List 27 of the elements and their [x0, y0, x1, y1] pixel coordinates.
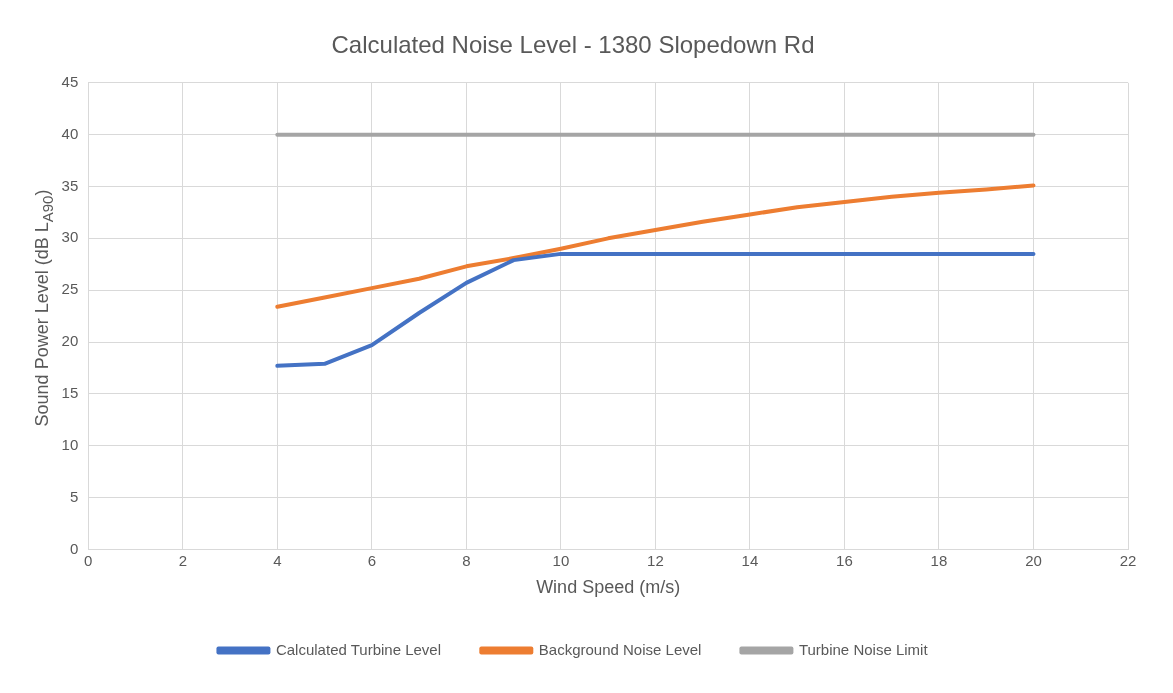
y-tick-label: 15 [61, 384, 79, 402]
y-tick-label: 35 [61, 176, 79, 194]
x-tick-label: 4 [273, 551, 282, 569]
x-tick-label: 12 [647, 551, 664, 569]
y-tick-label: 10 [61, 435, 79, 453]
x-tick-label: 0 [84, 551, 93, 569]
y-tick-label: 25 [61, 280, 79, 298]
x-tick-label: 20 [1025, 551, 1042, 569]
x-tick-label: 22 [1119, 551, 1137, 569]
x-tick-label: 14 [741, 551, 759, 569]
x-tick-label: 18 [930, 551, 948, 569]
y-tick-label: 20 [61, 332, 79, 350]
x-tick-label: 8 [462, 551, 471, 569]
legend-label: Calculated Turbine Level [275, 640, 442, 658]
legend-label: Turbine Noise Limit [798, 640, 929, 658]
x-axis-title: Wind Speed (m/s) [536, 577, 681, 598]
x-tick-label: 10 [552, 551, 570, 569]
y-tick-label: 40 [61, 124, 79, 142]
legend-label: Background Noise Level [538, 640, 702, 658]
y-tick-label: 5 [69, 487, 79, 505]
x-tick-label: 6 [367, 551, 377, 569]
y-tick-label: 45 [61, 72, 79, 90]
y-tick-label: 0 [69, 539, 79, 557]
x-tick-label: 2 [178, 551, 187, 569]
x-tick-label: 16 [836, 551, 853, 569]
y-tick-label: 30 [61, 228, 79, 246]
chart-title: Calculated Noise Level - 1380 Slopedown Rd [331, 31, 815, 59]
